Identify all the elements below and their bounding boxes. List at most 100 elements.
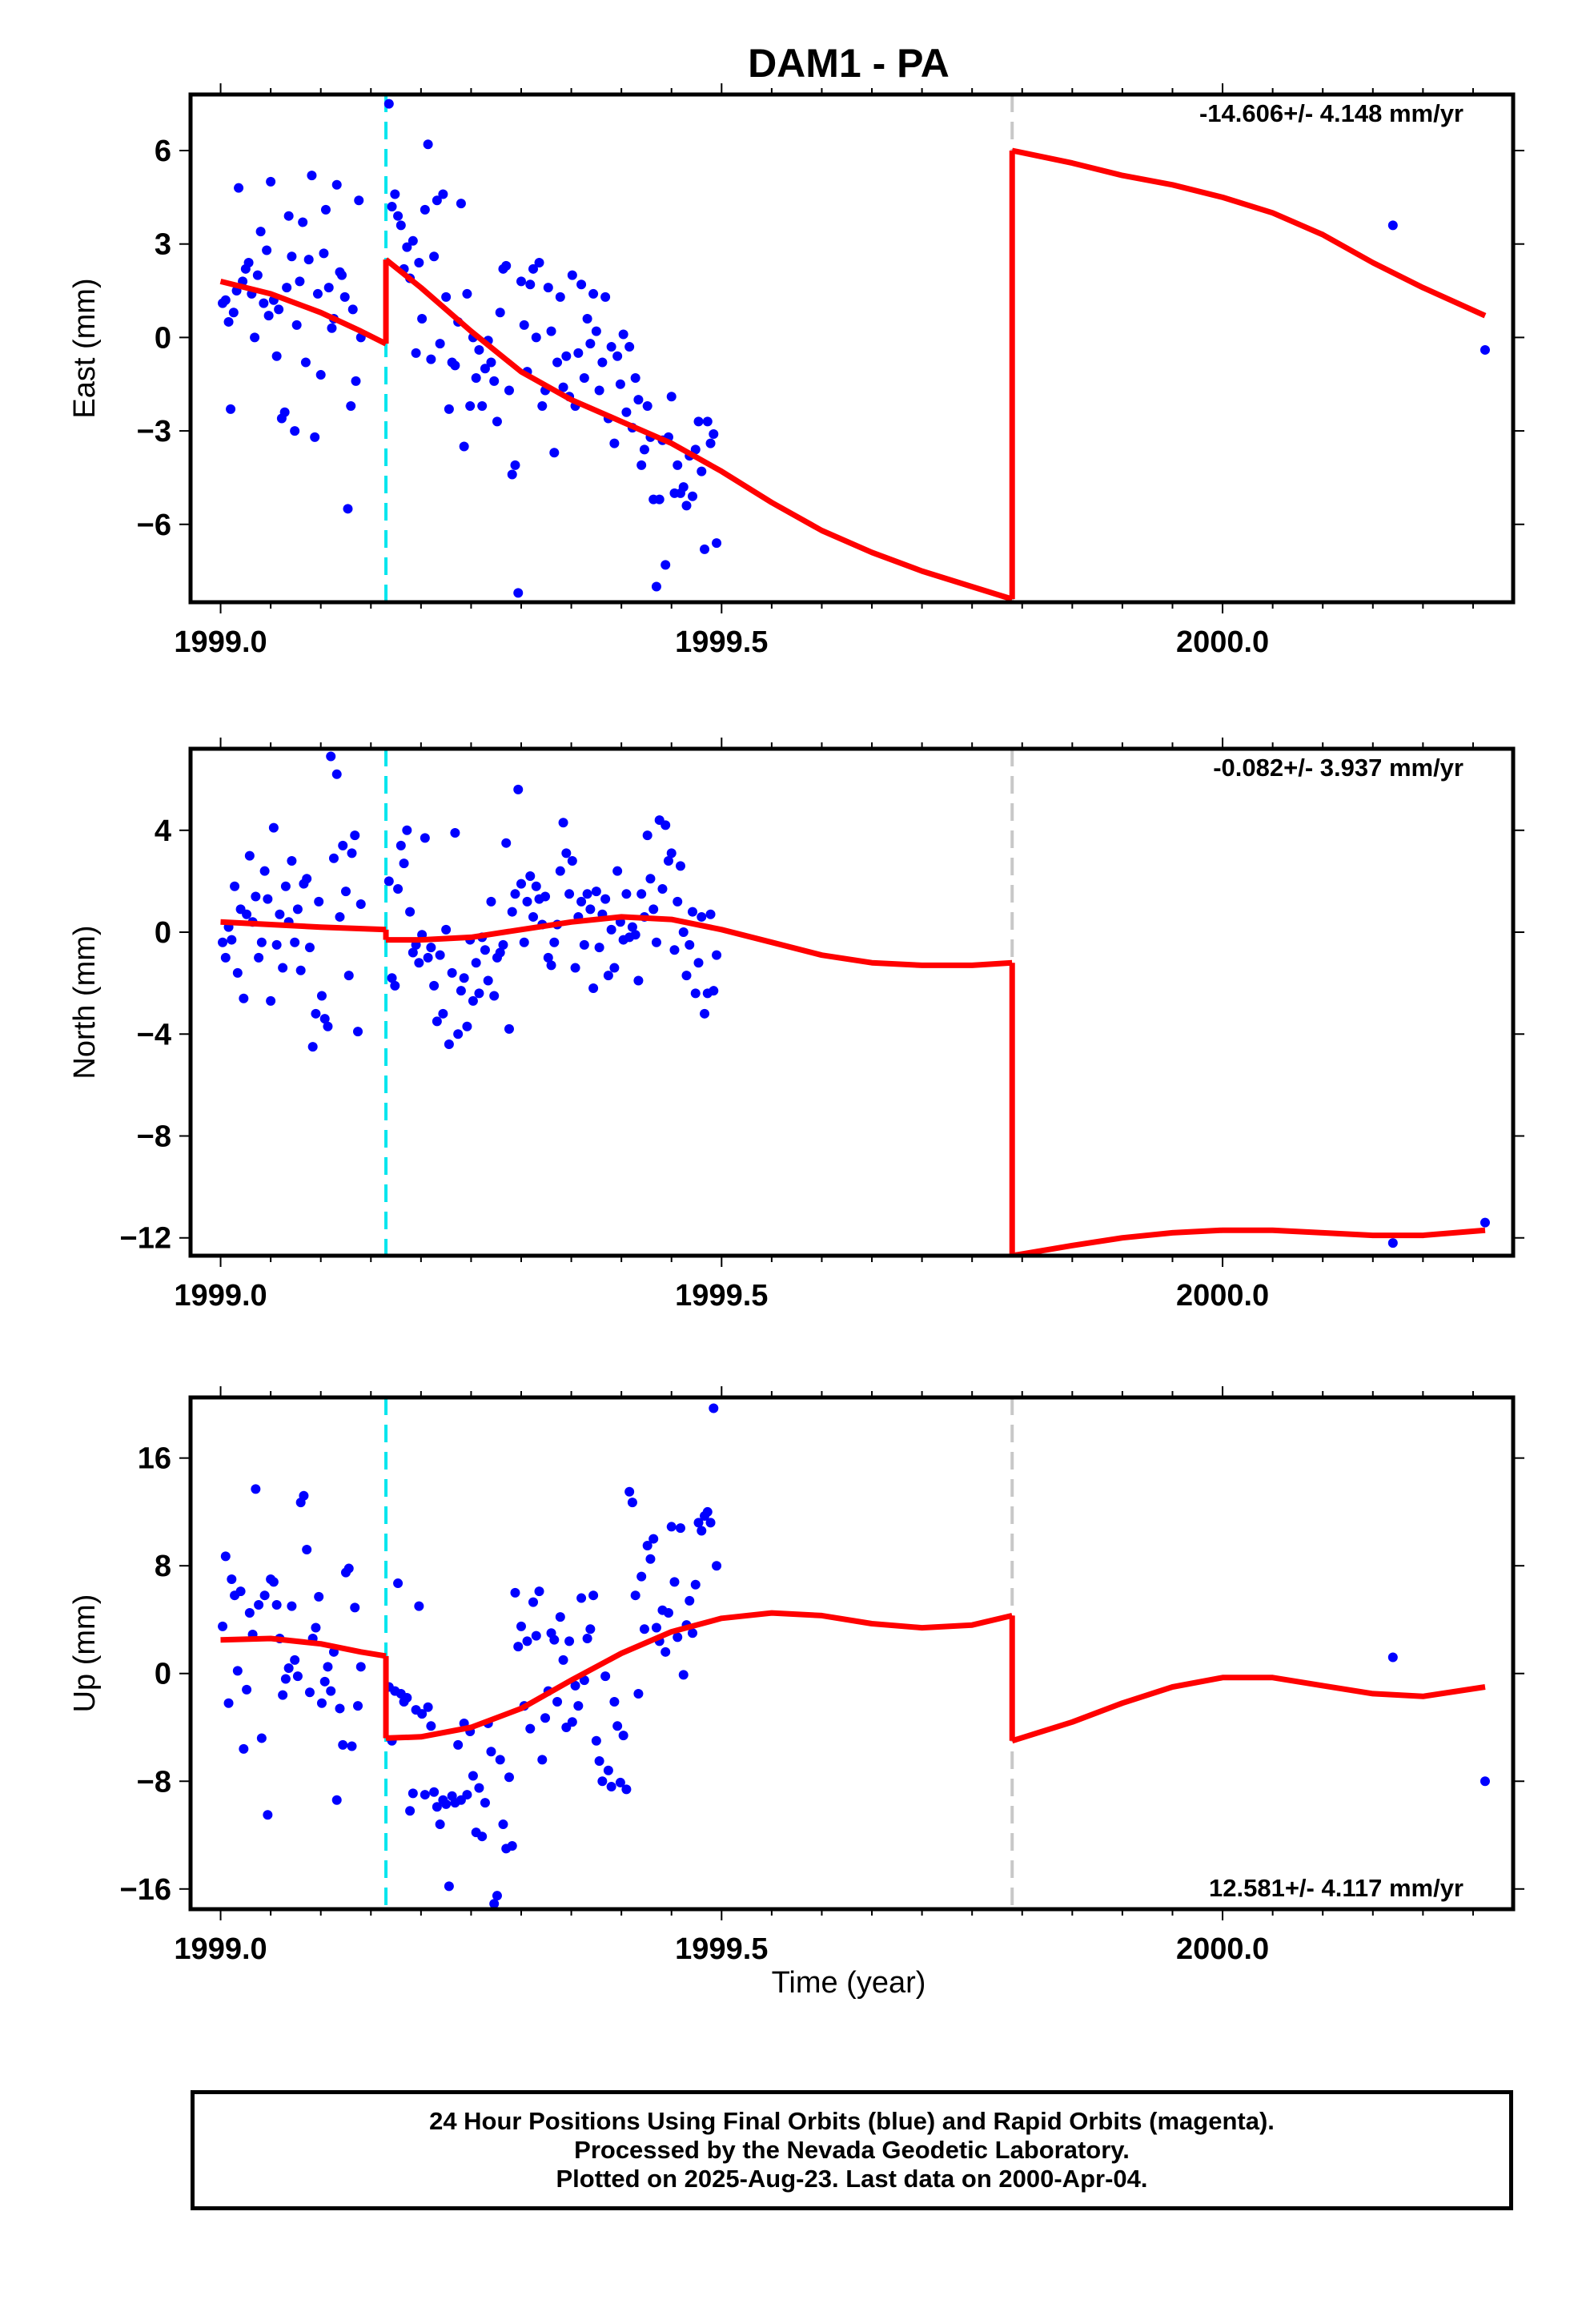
data-point <box>314 1591 324 1602</box>
data-point <box>393 883 404 894</box>
data-point <box>540 1713 551 1723</box>
data-point <box>492 416 502 427</box>
data-point <box>661 1647 671 1657</box>
data-point <box>327 323 337 333</box>
data-point <box>555 1612 565 1622</box>
data-point <box>642 1540 652 1550</box>
data-point <box>504 1023 514 1034</box>
data-point <box>279 407 290 417</box>
data-point <box>648 904 659 915</box>
data-point <box>429 1787 440 1797</box>
data-point <box>423 139 433 150</box>
data-point <box>690 1579 701 1590</box>
data-point <box>331 769 342 779</box>
data-point <box>558 818 568 828</box>
data-point <box>666 848 677 858</box>
data-point <box>570 1680 580 1691</box>
data-point <box>323 1662 333 1672</box>
data-point <box>630 1590 640 1601</box>
data-point <box>383 876 394 887</box>
x-tick-label: 1999.0 <box>174 1279 267 1313</box>
data-point <box>353 1701 363 1711</box>
data-point <box>347 848 357 858</box>
data-point <box>319 1014 330 1024</box>
data-point <box>507 907 517 917</box>
data-point <box>627 922 637 932</box>
data-point <box>316 991 327 1001</box>
data-point <box>303 255 314 265</box>
data-point <box>657 883 668 894</box>
data-point <box>633 395 644 405</box>
data-point <box>263 894 273 904</box>
y-tick-label: 0 <box>155 1658 171 1691</box>
data-point <box>423 1702 433 1712</box>
data-point <box>335 911 345 922</box>
x-tick-label: 1999.0 <box>174 625 267 659</box>
data-point <box>675 861 685 871</box>
model-segment <box>386 914 1013 968</box>
data-point <box>618 329 628 340</box>
data-point <box>483 975 493 986</box>
data-point <box>1480 344 1490 355</box>
data-point <box>537 1755 548 1765</box>
data-point <box>531 1630 541 1641</box>
data-point <box>432 1802 442 1812</box>
data-point <box>399 858 409 869</box>
data-point <box>688 907 698 917</box>
data-point <box>591 326 601 336</box>
data-point <box>480 364 490 374</box>
x-tick-label: 1999.5 <box>675 1279 768 1313</box>
data-point <box>705 1518 716 1528</box>
data-point <box>594 385 604 396</box>
data-point <box>549 1634 560 1645</box>
data-point <box>531 332 541 343</box>
data-point <box>350 830 360 841</box>
data-point <box>234 183 244 193</box>
data-point <box>636 460 647 470</box>
data-point <box>278 963 288 973</box>
data-point <box>254 952 264 963</box>
data-point <box>228 308 239 318</box>
data-point <box>531 881 541 891</box>
y-tick-label: −8 <box>137 1765 171 1799</box>
data-point <box>336 270 347 280</box>
data-point <box>283 211 294 221</box>
data-point <box>315 370 326 380</box>
data-point <box>504 385 514 396</box>
y-tick-label: 4 <box>155 814 171 848</box>
data-point <box>468 995 478 1006</box>
data-point <box>338 1739 348 1750</box>
data-point <box>287 251 297 262</box>
data-point <box>218 937 228 947</box>
data-point <box>331 1795 342 1805</box>
data-point <box>546 960 556 971</box>
data-point <box>624 342 635 352</box>
model-segment <box>385 1610 1014 1741</box>
data-point <box>343 1563 354 1574</box>
data-point <box>435 1819 445 1830</box>
data-point <box>477 400 488 411</box>
data-point <box>314 896 324 907</box>
data-point <box>561 848 572 858</box>
data-point <box>639 1624 649 1634</box>
data-point <box>594 943 604 953</box>
data-points <box>218 1403 1490 1909</box>
model-segment <box>219 279 387 347</box>
data-point <box>588 288 599 299</box>
data-point <box>438 189 448 199</box>
data-point <box>402 242 412 252</box>
data-point <box>450 827 460 838</box>
data-point <box>298 217 308 227</box>
data-point <box>528 263 539 274</box>
data-point <box>576 279 587 290</box>
data-point <box>712 950 722 960</box>
data-point <box>606 1781 616 1791</box>
data-point <box>471 372 481 383</box>
data-point <box>290 426 300 436</box>
data-point <box>242 909 252 919</box>
x-axis-label: Time (year) <box>772 1966 926 2000</box>
data-point <box>307 171 317 181</box>
y-tick-label: −3 <box>137 415 171 448</box>
data-point <box>218 1621 228 1631</box>
data-point <box>633 975 644 986</box>
